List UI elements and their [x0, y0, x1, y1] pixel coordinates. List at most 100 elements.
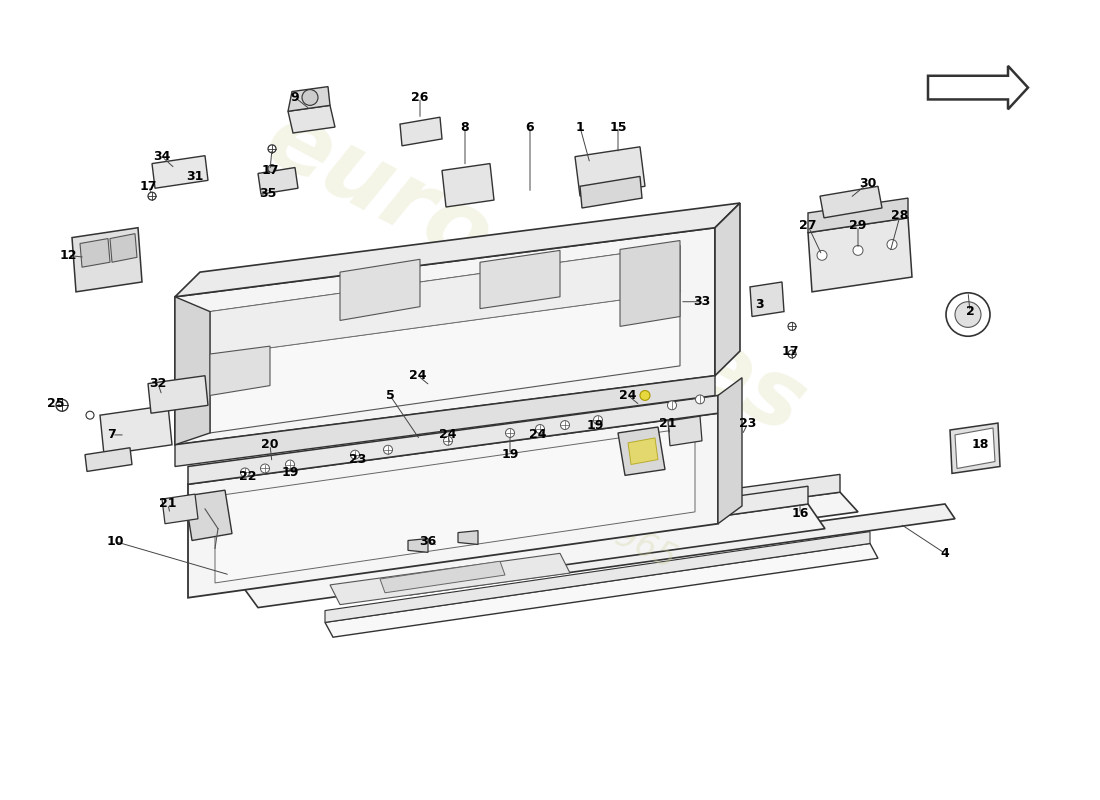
Text: 3: 3 — [756, 298, 764, 311]
Text: 9: 9 — [290, 91, 299, 104]
Polygon shape — [258, 167, 298, 194]
Polygon shape — [240, 504, 825, 607]
Circle shape — [668, 401, 676, 410]
Text: 22: 22 — [240, 470, 256, 483]
Polygon shape — [340, 259, 420, 321]
Text: 18: 18 — [971, 438, 989, 451]
Polygon shape — [928, 66, 1028, 110]
Polygon shape — [575, 147, 645, 196]
Text: 5: 5 — [386, 389, 395, 402]
Polygon shape — [210, 246, 680, 433]
Text: 12: 12 — [59, 249, 77, 262]
Circle shape — [561, 421, 570, 430]
Circle shape — [946, 293, 990, 336]
Text: 33: 33 — [693, 295, 711, 308]
Circle shape — [261, 464, 270, 473]
Text: 19: 19 — [586, 418, 604, 431]
Text: 24: 24 — [619, 389, 637, 402]
Text: 17: 17 — [781, 345, 799, 358]
Circle shape — [56, 399, 68, 411]
Polygon shape — [270, 474, 840, 568]
Circle shape — [302, 90, 318, 106]
Text: 16: 16 — [791, 507, 808, 520]
Text: 25: 25 — [47, 397, 65, 410]
Circle shape — [887, 239, 896, 250]
Polygon shape — [110, 234, 138, 262]
Circle shape — [241, 468, 250, 477]
Circle shape — [695, 395, 704, 404]
Text: 30: 30 — [859, 177, 877, 190]
Text: 19: 19 — [282, 466, 299, 479]
Circle shape — [351, 450, 360, 459]
Text: 24: 24 — [529, 429, 547, 442]
Polygon shape — [175, 376, 715, 466]
Polygon shape — [210, 346, 270, 395]
Text: 23: 23 — [350, 453, 366, 466]
Text: 10: 10 — [107, 535, 123, 548]
Text: 24: 24 — [439, 429, 456, 442]
Polygon shape — [152, 156, 208, 188]
Polygon shape — [85, 448, 132, 471]
Circle shape — [86, 411, 94, 419]
Circle shape — [268, 165, 276, 173]
Text: a passion for parts since1965: a passion for parts since1965 — [220, 337, 681, 575]
Polygon shape — [288, 86, 330, 111]
Circle shape — [788, 350, 796, 358]
Text: 36: 36 — [419, 535, 437, 548]
Polygon shape — [100, 406, 172, 454]
Circle shape — [506, 429, 515, 438]
Text: 17: 17 — [262, 164, 278, 177]
Text: 15: 15 — [609, 121, 627, 134]
Polygon shape — [324, 532, 870, 622]
Text: 21: 21 — [160, 498, 177, 510]
Text: 17: 17 — [140, 180, 156, 193]
Polygon shape — [188, 395, 718, 484]
Polygon shape — [162, 494, 198, 524]
Text: 6: 6 — [526, 121, 535, 134]
Polygon shape — [480, 250, 560, 309]
Polygon shape — [400, 118, 442, 146]
Text: 8: 8 — [461, 121, 470, 134]
Polygon shape — [288, 106, 336, 133]
Text: 19: 19 — [502, 448, 519, 461]
Text: eurospares: eurospares — [250, 93, 821, 455]
Polygon shape — [175, 228, 715, 445]
Circle shape — [955, 302, 981, 327]
Polygon shape — [808, 198, 908, 233]
Polygon shape — [324, 543, 878, 637]
Polygon shape — [175, 203, 740, 297]
Polygon shape — [408, 538, 428, 552]
Circle shape — [148, 192, 156, 200]
Circle shape — [384, 446, 393, 454]
Polygon shape — [718, 378, 743, 524]
Polygon shape — [80, 238, 110, 267]
Text: 26: 26 — [411, 91, 429, 104]
Polygon shape — [240, 486, 808, 583]
Polygon shape — [442, 163, 494, 207]
Text: 34: 34 — [153, 150, 170, 163]
Polygon shape — [270, 492, 858, 589]
Polygon shape — [628, 438, 658, 465]
Polygon shape — [808, 218, 912, 292]
Circle shape — [536, 425, 544, 434]
Text: 2: 2 — [966, 305, 975, 318]
Polygon shape — [715, 203, 740, 376]
Text: 21: 21 — [659, 417, 676, 430]
Circle shape — [788, 322, 796, 330]
Polygon shape — [330, 554, 570, 605]
Polygon shape — [580, 177, 642, 208]
Polygon shape — [210, 246, 680, 356]
Circle shape — [286, 460, 295, 469]
Circle shape — [268, 145, 276, 153]
Polygon shape — [820, 186, 882, 218]
Text: 1: 1 — [575, 121, 584, 134]
Polygon shape — [750, 282, 784, 317]
Text: 4: 4 — [940, 547, 949, 560]
Polygon shape — [950, 423, 1000, 474]
Polygon shape — [188, 414, 718, 598]
Polygon shape — [148, 376, 208, 414]
Polygon shape — [400, 504, 955, 594]
Polygon shape — [618, 427, 666, 475]
Polygon shape — [955, 428, 996, 469]
Text: 24: 24 — [409, 370, 427, 382]
